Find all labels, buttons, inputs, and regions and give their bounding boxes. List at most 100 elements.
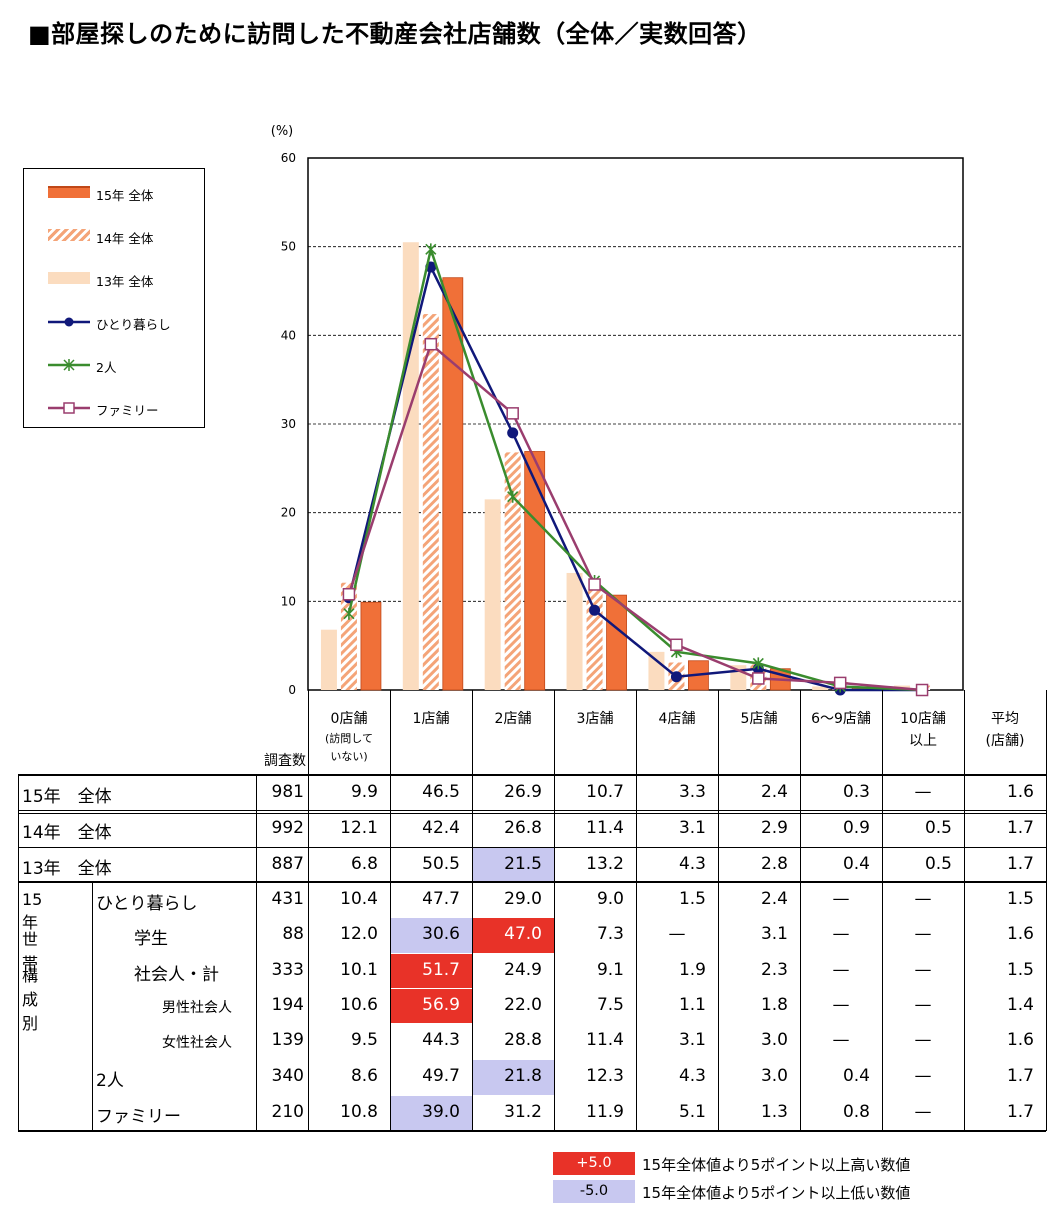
- row-count: 210: [271, 1102, 304, 1122]
- cell-value: 1.3: [760, 1102, 788, 1122]
- highlight-cell: [473, 918, 554, 953]
- cell-value: 12.1: [340, 818, 378, 838]
- cell-value: 39.0: [422, 1102, 460, 1122]
- y-tick-label: 0: [288, 683, 296, 697]
- table-rule: [1045, 690, 1047, 1131]
- row-label: 女性社会人: [162, 1035, 232, 1051]
- cell-value: 10.1: [340, 959, 378, 980]
- legend-label: ひとり暮らし: [96, 317, 171, 332]
- legend-swatch-light: [48, 272, 90, 284]
- highlight-cell: [391, 1096, 472, 1131]
- table-rule: [18, 881, 1046, 883]
- highlight-cell: [391, 954, 472, 988]
- y-axis-label: (%): [271, 124, 294, 139]
- cell-value: 50.5: [422, 853, 460, 874]
- table-rule: [717, 690, 719, 1131]
- cell-value: 4.3: [678, 1066, 706, 1086]
- cell-value: 3.1: [678, 818, 706, 838]
- row-label: 15年 全体: [22, 787, 112, 807]
- line-point: [424, 337, 438, 351]
- column-header: 4店舗: [658, 711, 696, 727]
- y-tick-label: 60: [281, 151, 296, 165]
- cell-value: 10.7: [586, 782, 624, 802]
- table-rule: [18, 1130, 1046, 1132]
- bar-13: [320, 629, 337, 690]
- cell-value: 10.6: [340, 994, 378, 1015]
- row-count: 139: [271, 1030, 304, 1050]
- table-rule: [389, 690, 391, 1131]
- column-header: 0店舗: [330, 711, 368, 727]
- line-point: [425, 243, 437, 256]
- cell-value: 1.9: [678, 959, 706, 980]
- cell-value: 10.8: [340, 1102, 378, 1122]
- bar-14: [586, 588, 603, 690]
- cell-value: 0.4: [842, 853, 870, 874]
- cell-value: 13.2: [586, 853, 624, 874]
- cell-value: 21.8: [504, 1066, 542, 1086]
- cell-value: 56.9: [422, 994, 460, 1015]
- cell-value: 22.0: [504, 994, 542, 1015]
- column-header: 10店舗: [900, 711, 946, 727]
- cell-value: 2.9: [760, 818, 788, 838]
- line-point: [670, 671, 682, 683]
- cell-value: 1.5: [1006, 959, 1034, 980]
- cell-value: —: [914, 924, 932, 944]
- cell-value: 12.3: [586, 1066, 624, 1086]
- cell-value: 2.4: [760, 782, 788, 802]
- legend-line-square: [48, 402, 90, 414]
- table-rule: [18, 846, 1046, 848]
- cell-value: 1.7: [1006, 853, 1034, 874]
- cell-value: 1.7: [1006, 1066, 1034, 1086]
- column-header: 平均: [991, 711, 1019, 727]
- column-header: 6〜9店舗: [811, 711, 871, 727]
- row-label: ファミリー: [96, 1107, 181, 1127]
- bar-13: [648, 651, 665, 690]
- cell-value: 8.6: [350, 1066, 378, 1086]
- cell-value: 5.1: [678, 1102, 706, 1122]
- group-label: 構成別: [22, 966, 39, 1033]
- table-rule: [471, 690, 473, 1131]
- legend-label: 14年 全体: [96, 231, 154, 246]
- row-count: 340: [271, 1066, 304, 1086]
- cell-value: 10.4: [340, 888, 378, 909]
- y-tick-label: 30: [281, 417, 296, 431]
- table-rule: [307, 690, 309, 1131]
- cell-value: 30.6: [422, 924, 460, 944]
- column-header: 1店舗: [412, 711, 450, 727]
- cell-value: 47.7: [422, 888, 460, 909]
- row-label: 男性社会人: [162, 999, 232, 1016]
- table-rule: [799, 690, 801, 1131]
- row-count: 887: [271, 853, 304, 874]
- cell-value: 26.9: [504, 782, 542, 802]
- y-tick-label: 50: [281, 240, 296, 254]
- cell-value: 2.3: [760, 959, 788, 980]
- page-title: ■部屋探しのために訪問した不動産会社店舗数（全体／実数回答）: [28, 20, 762, 48]
- row-count: 333: [271, 959, 304, 980]
- cell-value: 0.5: [924, 853, 952, 874]
- cell-value: 1.7: [1006, 818, 1034, 838]
- column-header-sub: 以上: [909, 733, 937, 749]
- cell-value: 3.0: [760, 1066, 788, 1086]
- bar-14: [504, 452, 521, 690]
- cell-value: 9.5: [350, 1030, 378, 1050]
- cell-value: 0.9: [842, 818, 870, 838]
- line-series: [347, 342, 923, 692]
- cell-value: 11.4: [586, 818, 624, 838]
- cell-value: 29.0: [504, 888, 542, 909]
- cell-value: 3.1: [678, 1030, 706, 1050]
- cell-value: 1.4: [1006, 994, 1034, 1015]
- cell-value: 51.7: [422, 959, 460, 980]
- legend-label: 2人: [96, 360, 117, 375]
- cell-value: 24.9: [504, 959, 542, 980]
- table-rule: [18, 774, 1046, 776]
- row-count: 194: [271, 994, 304, 1015]
- chart-canvas: 0 10 20 30 40 50 60 (%): [271, 124, 964, 697]
- cell-value: —: [914, 1066, 932, 1086]
- cell-value: 1.6: [1006, 1030, 1034, 1050]
- cell-value: —: [914, 959, 932, 980]
- column-header: 3店舗: [576, 711, 614, 727]
- cell-value: 1.1: [678, 994, 706, 1015]
- chart-legend: 15年 全体 14年 全体 13年 全体 ひとり暮らし 2人 ファミリー: [23, 168, 205, 428]
- cell-value: 2.4: [760, 888, 788, 909]
- cell-value: —: [914, 994, 932, 1015]
